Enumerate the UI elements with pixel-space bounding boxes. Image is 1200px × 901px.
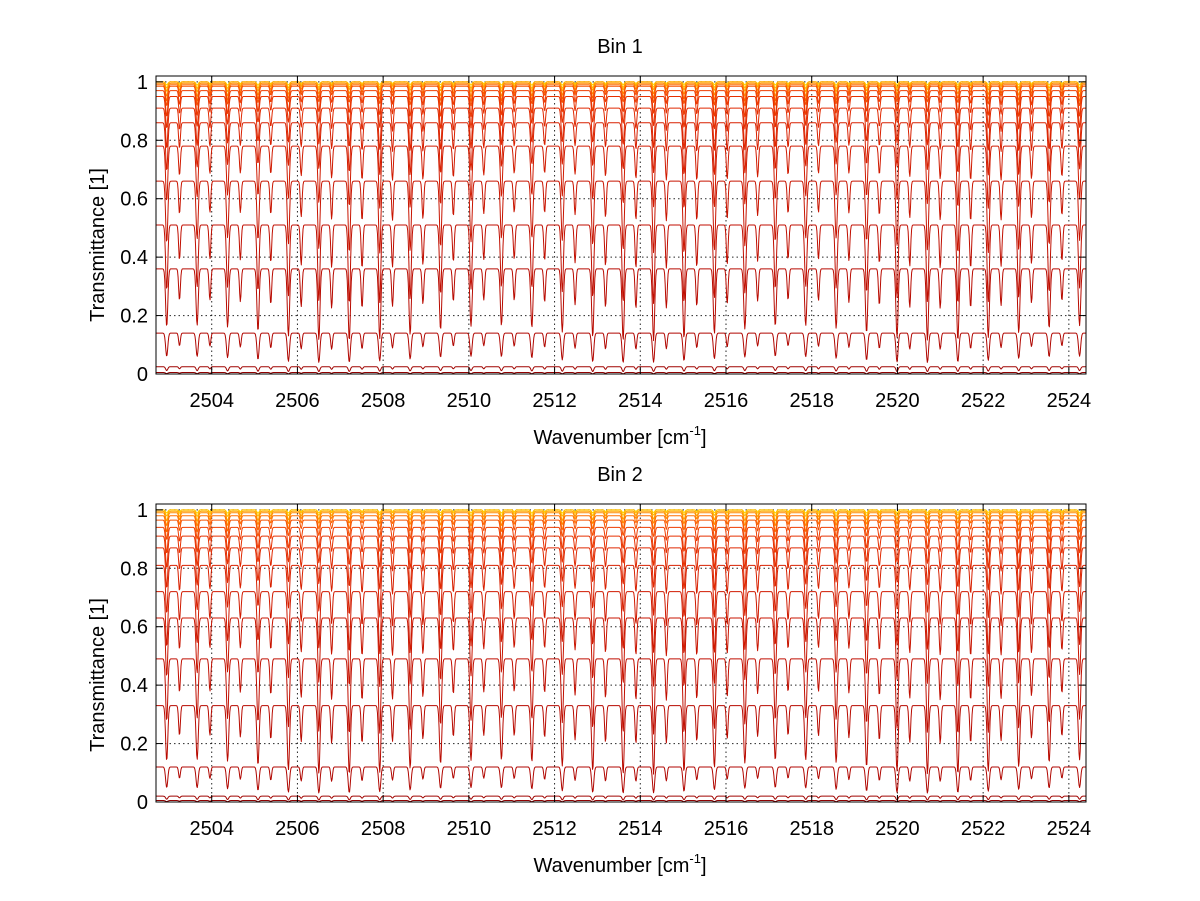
y-tick-label: 1 [137, 72, 148, 94]
spectrum-line [156, 658, 1086, 735]
y-tick-label: 0 [137, 364, 148, 386]
spectrum-line [156, 564, 1086, 618]
x-tick-label: 2520 [875, 818, 920, 840]
spectrum-line [156, 510, 1086, 522]
spectrum-line [156, 372, 1086, 375]
spectrum-line [156, 145, 1086, 209]
y-axis-label: Transmittance [1] [87, 168, 109, 322]
spectrum-line [156, 509, 1086, 517]
x-axis-label-tail: ] [701, 855, 707, 877]
spectrum-line [156, 122, 1086, 176]
spectrum-line [156, 519, 1086, 541]
y-tick-label: 0.2 [120, 734, 148, 756]
spectrum-line [156, 85, 1086, 107]
y-axis-ticks: 0 0.2 0.4 0.6 0.8 1 [120, 500, 1086, 814]
x-tick-label: 2512 [532, 390, 577, 412]
spectrum-line [156, 180, 1086, 254]
x-tick-label: 2504 [189, 390, 234, 412]
panel-bin-2: Bin 2 2504 2506 2508 2510 2512 2514 2516 2518 25… [87, 464, 1091, 877]
x-axis-label-superscript: -1 [689, 851, 701, 866]
x-axis-label-main: Wavenumber [cm [533, 855, 689, 877]
x-axis-label-tail: ] [701, 427, 707, 449]
y-tick-label: 0.2 [120, 306, 148, 328]
x-axis-ticks: 2504 2506 2508 2510 2512 2514 2516 2518 2520 2522… [189, 504, 1091, 840]
x-axis-label-superscript: -1 [689, 423, 701, 438]
chart-title: Bin 2 [597, 464, 643, 486]
x-tick-label: 2508 [361, 818, 406, 840]
y-tick-label: 0.6 [120, 617, 148, 639]
spectrum-line [156, 81, 1086, 93]
y-axis-ticks: 0 0.2 0.4 0.6 0.8 1 [120, 72, 1086, 386]
chart-title: Bin 1 [597, 36, 643, 58]
y-tick-label: 0.4 [120, 247, 148, 269]
spectrum-line [156, 766, 1086, 794]
x-tick-label: 2520 [875, 390, 920, 412]
x-tick-label: 2516 [704, 818, 749, 840]
spectrum-line [156, 515, 1086, 533]
spectrum-line [156, 107, 1086, 151]
spectrum-line [156, 800, 1086, 803]
spectrum-line [156, 332, 1086, 363]
spectrum-line [156, 705, 1086, 775]
spectrum-line [156, 95, 1086, 130]
y-axis-label: Transmittance [1] [87, 598, 109, 752]
y-tick-label: 0 [137, 792, 148, 814]
spectrum-line [156, 366, 1086, 373]
spectrum-line [156, 268, 1086, 342]
series-group [156, 81, 1086, 375]
y-tick-label: 0.4 [120, 675, 148, 697]
panel-bin-1: Bin 1 2504 2506 2508 2510 2512 2514 2516 2518 25… [87, 36, 1091, 449]
x-tick-label: 2512 [532, 818, 577, 840]
x-tick-label: 2504 [189, 818, 234, 840]
spectrum-line [156, 224, 1086, 304]
y-tick-label: 0.6 [120, 189, 148, 211]
x-tick-label: 2522 [961, 390, 1006, 412]
spectrum-line [156, 591, 1086, 655]
y-tick-label: 1 [137, 500, 148, 522]
spectrum-line [156, 512, 1086, 527]
x-tick-label: 2516 [704, 390, 749, 412]
x-axis-ticks: 2504 2506 2508 2510 2512 2514 2516 2518 2520 2522… [189, 76, 1091, 412]
x-tick-label: 2518 [789, 818, 834, 840]
spectrum-line [156, 617, 1086, 687]
x-axis-label: Wavenumber [cm-1] [533, 851, 706, 877]
x-axis-label-main: Wavenumber [cm [533, 427, 689, 449]
plot-frame [155, 503, 1087, 803]
x-tick-label: 2524 [1047, 818, 1092, 840]
x-tick-label: 2522 [961, 818, 1006, 840]
spectrum-line [156, 90, 1086, 118]
x-tick-label: 2524 [1047, 390, 1092, 412]
spectrum-line [156, 795, 1086, 801]
plot-frame [155, 75, 1087, 375]
x-axis-label: Wavenumber [cm-1] [533, 423, 706, 449]
spectrum-line [156, 82, 1086, 97]
spectrum-line [156, 535, 1086, 570]
x-tick-label: 2506 [275, 390, 320, 412]
y-tick-label: 0.8 [120, 130, 148, 152]
x-tick-label: 2514 [618, 818, 663, 840]
spectrum-line [156, 84, 1086, 102]
series-group [156, 509, 1086, 803]
y-tick-label: 0.8 [120, 558, 148, 580]
x-tick-label: 2510 [447, 818, 492, 840]
spectrum-line [156, 547, 1086, 591]
x-tick-label: 2508 [361, 390, 406, 412]
x-tick-label: 2510 [447, 390, 492, 412]
x-tick-label: 2514 [618, 390, 663, 412]
spectrum-line [156, 526, 1086, 555]
x-tick-label: 2506 [275, 818, 320, 840]
x-tick-label: 2518 [789, 390, 834, 412]
